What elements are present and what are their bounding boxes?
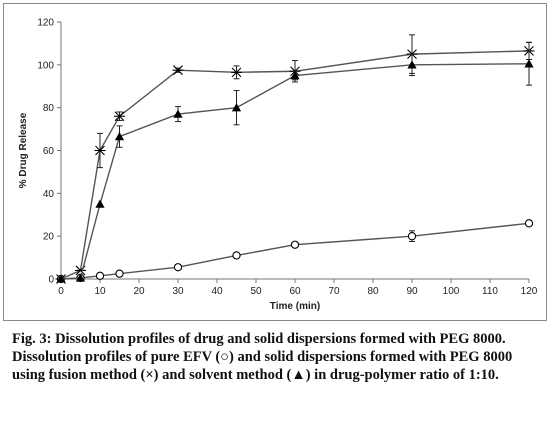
x-tick-label: 30 bbox=[172, 286, 184, 297]
series-layer bbox=[55, 34, 535, 284]
y-tick-label: 40 bbox=[43, 189, 55, 200]
dissolution-chart: 0 10 20 30 40 50 60 70 80 90 100 110 120 0 20 40 60 80 100… bbox=[18, 18, 538, 313]
x-tick-label: 110 bbox=[482, 286, 498, 297]
x-tick-label: 50 bbox=[250, 286, 262, 297]
data-point-circle bbox=[173, 263, 183, 272]
data-point-circle bbox=[232, 251, 241, 260]
data-point-triangle bbox=[290, 70, 300, 80]
caption-body: Dissolution profiles of pure EFV (○) and… bbox=[12, 349, 513, 383]
data-point-triangle bbox=[231, 103, 242, 112]
data-point-circle bbox=[115, 269, 124, 278]
x-tick-label: 40 bbox=[211, 286, 223, 297]
x-tick-label: 20 bbox=[133, 286, 145, 297]
data-point-circle bbox=[290, 240, 300, 249]
data-point-circle bbox=[407, 232, 417, 241]
x-tick-label: 80 bbox=[367, 286, 379, 297]
data-point-triangle bbox=[95, 199, 105, 208]
data-point-circle bbox=[95, 271, 105, 280]
tick-labels: 0 10 20 30 40 50 60 70 80 90 100 110 120 0 20 40 60 80 100… bbox=[37, 18, 537, 298]
data-point-cross bbox=[231, 67, 242, 78]
data-point-triangle bbox=[114, 131, 125, 141]
data-point-triangle bbox=[407, 60, 417, 69]
x-tick-label: 0 bbox=[58, 286, 64, 297]
x-tick-label: 120 bbox=[521, 286, 538, 297]
series-triangle bbox=[56, 41, 534, 283]
data-point-cross bbox=[114, 111, 125, 122]
x-tick-label: 10 bbox=[94, 286, 106, 297]
y-tick-label: 80 bbox=[43, 103, 55, 114]
chart-frame: 0 10 20 30 40 50 60 70 80 90 100 110 120 0 20 40 60 80 100… bbox=[3, 3, 547, 321]
x-tick-label: 100 bbox=[443, 286, 460, 297]
x-tick-label: 90 bbox=[406, 286, 418, 297]
series-line bbox=[60, 222, 530, 280]
y-tick-label: 120 bbox=[37, 18, 54, 29]
data-point-triangle bbox=[75, 273, 86, 282]
y-tick-label: 20 bbox=[43, 232, 55, 243]
series-circle bbox=[56, 219, 534, 284]
data-point-circle bbox=[524, 219, 534, 228]
data-point-triangle bbox=[524, 59, 534, 68]
x-axis-title: Time (min) bbox=[270, 301, 320, 312]
caption-title: Fig. 3: Dissolution profiles of drug and… bbox=[12, 331, 506, 347]
x-tick-label: 70 bbox=[328, 286, 340, 297]
data-point-cross bbox=[94, 145, 106, 156]
data-point-triangle bbox=[56, 274, 66, 283]
figure-caption: Fig. 3: Dissolution profiles of drug and… bbox=[12, 330, 542, 384]
tick-marks bbox=[57, 21, 530, 283]
data-point-cross bbox=[172, 65, 184, 76]
x-tick-label: 60 bbox=[289, 286, 301, 297]
y-axis-title: % Drug Release bbox=[18, 112, 29, 188]
y-tick-label: 0 bbox=[48, 275, 54, 286]
data-point-triangle bbox=[173, 109, 183, 118]
y-tick-label: 100 bbox=[37, 60, 54, 71]
y-tick-label: 60 bbox=[43, 146, 55, 157]
